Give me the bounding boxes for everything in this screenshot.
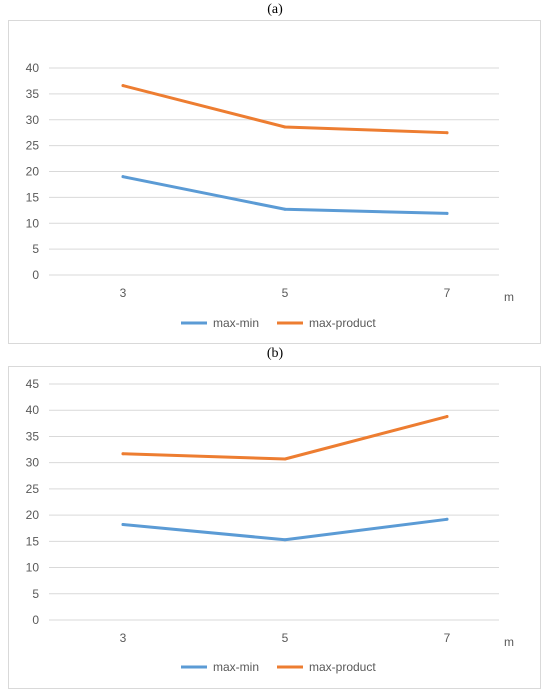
- data-point-max-product: [445, 415, 449, 419]
- data-point-max-min: [445, 211, 449, 215]
- x-axis-label: m: [504, 635, 514, 649]
- data-point-max-product: [121, 452, 125, 456]
- x-tick-label: 7: [444, 286, 451, 300]
- x-tick-label: 3: [120, 631, 127, 645]
- y-tick-label: 40: [26, 403, 40, 417]
- y-tick-label: 10: [26, 216, 40, 230]
- data-point-max-product: [283, 125, 287, 129]
- y-tick-label: 25: [26, 482, 40, 496]
- data-point-max-min: [445, 517, 449, 521]
- x-tick-label: 3: [120, 286, 127, 300]
- x-tick-label: 7: [444, 631, 451, 645]
- y-tick-label: 5: [32, 587, 39, 601]
- y-tick-label: 20: [26, 165, 40, 179]
- legend-label: max-min: [213, 660, 259, 674]
- chart-b: 0 5 10 15 20 25 30 35 40 45 3 5 7 m max-min max-product: [8, 366, 541, 689]
- y-tick-label: 45: [26, 377, 40, 391]
- y-tick-label: 30: [26, 113, 40, 127]
- legend-label: max-product: [309, 316, 376, 330]
- legend-label: max-min: [213, 316, 259, 330]
- chart-b-caption: (b): [266, 346, 284, 361]
- y-tick-label: 15: [26, 190, 40, 204]
- data-point-max-product: [445, 131, 449, 135]
- chart-a: 0 5 10 15 20 25 30 35 40 3 5 7 m max-min max-product: [8, 20, 541, 344]
- y-tick-label: 15: [26, 534, 40, 548]
- data-point-max-min: [283, 207, 287, 211]
- chart-a-caption: (a): [267, 2, 283, 17]
- y-tick-label: 0: [32, 268, 39, 282]
- x-tick-label: 5: [282, 631, 289, 645]
- data-point-max-min: [121, 175, 125, 179]
- data-point-max-product: [121, 84, 125, 88]
- y-tick-label: 40: [26, 61, 40, 75]
- y-tick-label: 20: [26, 508, 40, 522]
- x-tick-label: 5: [282, 286, 289, 300]
- data-point-max-min: [121, 523, 125, 527]
- y-tick-label: 5: [32, 242, 39, 256]
- data-point-max-product: [283, 457, 287, 461]
- y-tick-label: 35: [26, 87, 40, 101]
- y-tick-label: 35: [26, 429, 40, 443]
- y-tick-label: 10: [26, 561, 40, 575]
- data-point-max-min: [283, 538, 287, 542]
- series-line-max-min: [121, 517, 449, 542]
- y-tick-label: 0: [32, 613, 39, 627]
- series-line-max-product: [121, 415, 449, 461]
- y-tick-label: 30: [26, 456, 40, 470]
- y-tick-label: 25: [26, 139, 40, 153]
- x-axis-label: m: [504, 290, 514, 304]
- legend-label: max-product: [309, 660, 376, 674]
